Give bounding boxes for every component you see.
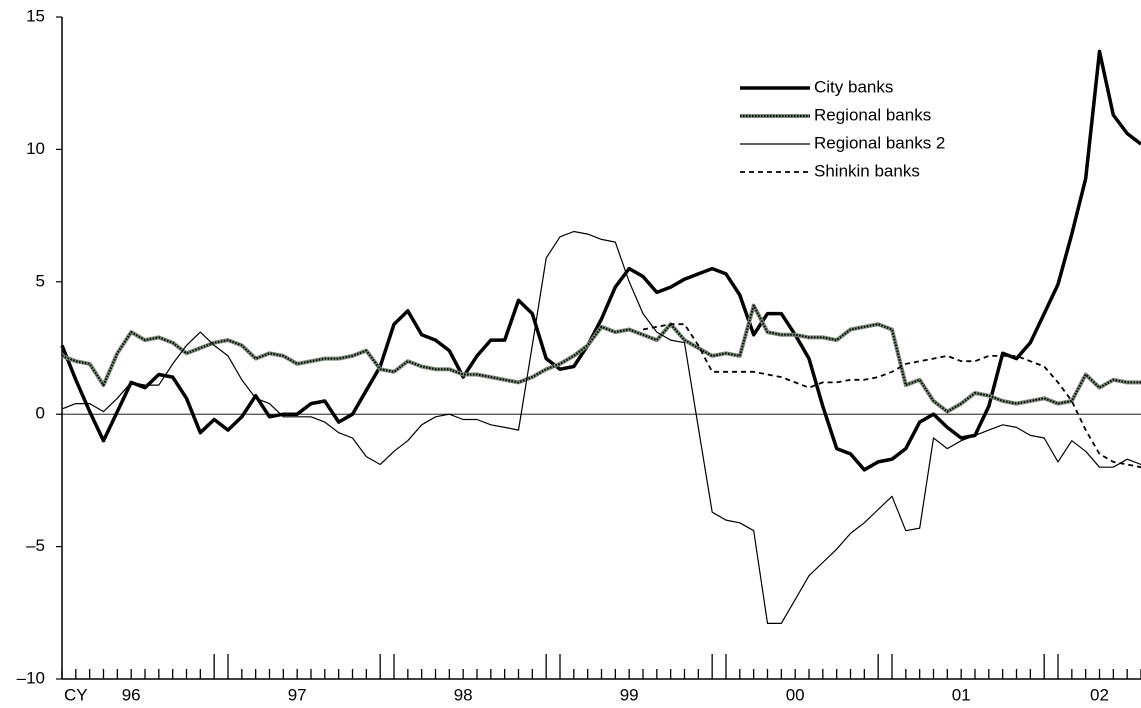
- y-tick-label: 10: [26, 139, 45, 158]
- x-tick-label: 00: [786, 685, 805, 704]
- x-tick-label: 98: [454, 685, 473, 704]
- legend-label: City banks: [814, 77, 893, 96]
- y-tick-label: 0: [36, 404, 45, 423]
- series-line: [61, 230, 1141, 624]
- x-tick-label: 97: [288, 685, 307, 704]
- series-line: [642, 323, 1141, 469]
- legend-label: Regional banks: [814, 105, 931, 124]
- y-tick-label: –10: [17, 668, 45, 687]
- x-tick-label: 96: [122, 685, 141, 704]
- y-tick-label: 15: [26, 6, 45, 25]
- x-tick-label: CY: [64, 685, 88, 704]
- x-tick-label: 01: [952, 685, 971, 704]
- x-tick-label: 99: [620, 685, 639, 704]
- legend-label: Shinkin banks: [814, 161, 920, 180]
- legend-label: Regional banks 2: [814, 133, 945, 152]
- y-tick-label: –5: [26, 536, 45, 555]
- x-tick-label: 02: [1090, 685, 1109, 704]
- y-tick-label: 5: [36, 271, 45, 290]
- series-line: [60, 49, 1141, 472]
- series-line: [61, 304, 1141, 413]
